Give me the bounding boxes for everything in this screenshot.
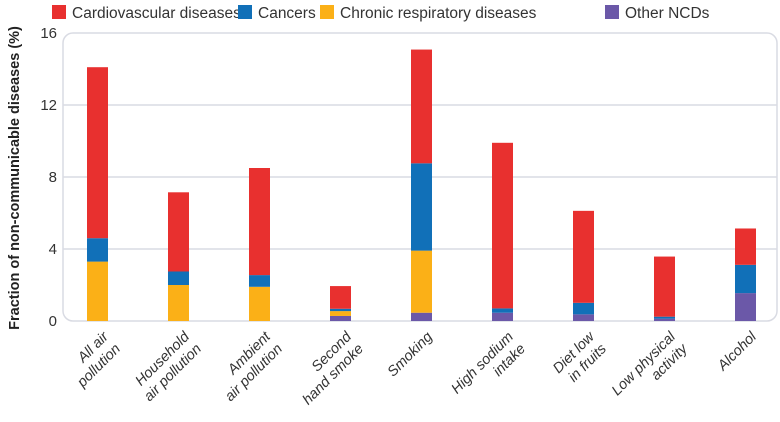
bar-segment-chronic-respiratory-diseases: [330, 311, 351, 316]
bar-stack: [492, 142, 513, 321]
bar-segment-cardiovascular-diseases: [87, 67, 108, 239]
legend: Cardiovascular diseases Cancers Chronic re…: [52, 5, 710, 22]
bars: [87, 49, 756, 321]
bar-segment-other-ncds: [492, 312, 513, 321]
x-tick-label: All airpollution: [62, 328, 125, 391]
bar-segment-cancers: [249, 275, 270, 287]
x-tick-label: Householdair pollution: [129, 328, 205, 404]
y-tick-label: 8: [49, 169, 57, 186]
bar-stack: [735, 228, 756, 321]
y-tick-label: 16: [40, 25, 57, 42]
x-tick-label: Secondhand smoke: [288, 328, 368, 408]
bar-segment-chronic-respiratory-diseases: [249, 286, 270, 321]
x-axis-labels: All airpollution Householdair pollution Am…: [62, 328, 761, 412]
x-tick-label: Low physicalactivity: [609, 329, 692, 412]
y-tick-label: 0: [49, 313, 57, 330]
bar-segment-cancers: [735, 264, 756, 294]
legend-swatch: [320, 5, 334, 19]
legend-item: Cancers: [238, 5, 316, 22]
bar-segment-cancers: [492, 308, 513, 313]
bar-segment-other-ncds: [735, 293, 756, 321]
x-tick-label-line: Smoking: [385, 329, 436, 380]
bar-segment-cancers: [87, 238, 108, 262]
y-axis-title: Fraction of non-communicable diseases (%…: [7, 26, 23, 330]
bar-stack: [249, 168, 270, 321]
legend-item: Cardiovascular diseases: [52, 5, 241, 22]
bar-stack: [411, 49, 432, 321]
bar-segment-cardiovascular-diseases: [492, 142, 513, 309]
y-tick-label: 12: [40, 97, 57, 114]
x-tick-label: Diet lowin fruits: [550, 328, 611, 389]
bar-segment-cancers: [654, 316, 675, 319]
bar-segment-cardiovascular-diseases: [573, 210, 594, 303]
bar-segment-cardiovascular-diseases: [168, 192, 189, 272]
bar-segment-cardiovascular-diseases: [249, 168, 270, 276]
legend-label: Cancers: [258, 5, 316, 22]
legend-item: Other NCDs: [605, 5, 710, 22]
bar-stack: [87, 67, 108, 321]
bar-segment-cancers: [168, 271, 189, 285]
legend-swatch: [605, 5, 619, 19]
x-tick-label: Ambientair pollution: [210, 328, 286, 404]
x-tick-label: High sodiumintake: [449, 329, 529, 409]
legend-swatch: [238, 5, 252, 19]
bar-stack: [654, 256, 675, 321]
bar-segment-chronic-respiratory-diseases: [168, 285, 189, 321]
bar-segment-cardiovascular-diseases: [735, 228, 756, 265]
legend-label: Cardiovascular diseases: [72, 5, 241, 22]
bar-segment-cancers: [573, 302, 594, 315]
bar-segment-other-ncds: [654, 318, 675, 321]
legend-label: Chronic respiratory diseases: [340, 5, 537, 22]
bar-segment-other-ncds: [411, 312, 432, 321]
bar-segment-cardiovascular-diseases: [654, 256, 675, 317]
y-axis-ticks: 0 4 8 12 16: [40, 25, 57, 330]
x-tick-label: Smoking: [385, 329, 436, 380]
legend-item: Chronic respiratory diseases: [320, 5, 537, 22]
x-tick-label: Alcohol: [714, 329, 760, 375]
bar-segment-chronic-respiratory-diseases: [87, 261, 108, 321]
bar-segment-cardiovascular-diseases: [330, 286, 351, 309]
bar-stack: [573, 210, 594, 321]
bar-stack: [168, 192, 189, 321]
legend-label: Other NCDs: [625, 5, 710, 22]
bar-segment-other-ncds: [573, 314, 594, 321]
y-tick-label: 4: [49, 241, 57, 258]
bar-segment-chronic-respiratory-diseases: [411, 250, 432, 313]
bar-segment-cancers: [330, 308, 351, 312]
bar-segment-other-ncds: [330, 315, 351, 321]
bar-segment-cardiovascular-diseases: [411, 49, 432, 164]
bar-stack: [330, 286, 351, 321]
x-tick-label-line: Alcohol: [714, 329, 760, 375]
legend-swatch: [52, 5, 66, 19]
bar-segment-cancers: [411, 163, 432, 251]
